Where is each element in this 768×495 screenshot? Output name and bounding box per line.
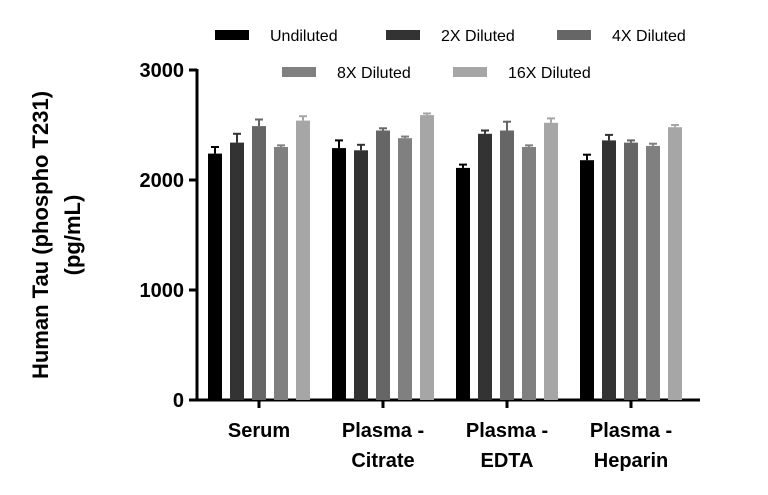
legend-label: 8X Diluted	[337, 65, 411, 82]
y-axis-title: (pg/mL)	[60, 195, 85, 276]
legend-label: 4X Diluted	[612, 28, 686, 45]
x-tick-label: Citrate	[351, 450, 414, 472]
bar	[230, 142, 244, 400]
bar	[252, 126, 266, 400]
x-tick-label: EDTA	[481, 450, 534, 472]
bars	[208, 112, 682, 401]
x-tick-label: Plasma -	[590, 420, 672, 442]
y-tick-label: 3000	[140, 60, 185, 82]
bar	[624, 142, 638, 400]
legend-label: 16X Diluted	[508, 65, 591, 82]
bar	[376, 130, 390, 400]
bar	[296, 120, 310, 400]
legend-swatch	[282, 67, 316, 77]
bar	[478, 133, 492, 401]
x-tick-label: Heparin	[594, 450, 668, 472]
bar	[354, 150, 368, 400]
legend-label: 2X Diluted	[441, 28, 515, 45]
bar	[420, 115, 434, 400]
legend-swatch	[557, 30, 591, 40]
bar	[522, 147, 536, 400]
bar	[646, 145, 660, 400]
y-tick-label: 0	[173, 390, 184, 412]
bar	[500, 130, 514, 400]
legend-swatch	[453, 67, 487, 77]
bar	[544, 122, 558, 401]
bar	[602, 140, 616, 400]
bar	[274, 147, 288, 400]
bar	[208, 153, 222, 400]
bar	[580, 160, 594, 400]
y-axis-label: Human Tau (phospho T231) (pg/mL)	[28, 91, 85, 379]
bar	[668, 127, 682, 400]
bar	[332, 148, 346, 400]
x-tick-label: Serum	[228, 420, 290, 442]
y-tick-label: 1000	[140, 280, 185, 302]
legend-label: Undiluted	[270, 28, 338, 45]
bar	[456, 167, 470, 400]
x-axis: Serum Plasma - Citrate Plasma - EDTA Plasma -…	[196, 398, 700, 472]
x-tick-label: Plasma -	[466, 420, 548, 442]
x-tick-label: Plasma -	[342, 420, 424, 442]
y-tick-label: 2000	[140, 170, 185, 192]
y-axis-title: Human Tau (phospho T231)	[28, 91, 53, 379]
bar	[398, 138, 412, 400]
y-axis: 0 1000 2000 3000	[140, 60, 199, 412]
legend: Undiluted 2X Diluted 4X Diluted 8X Diluted 1…	[215, 28, 686, 82]
legend-swatch	[215, 30, 249, 40]
legend-swatch	[386, 30, 420, 40]
